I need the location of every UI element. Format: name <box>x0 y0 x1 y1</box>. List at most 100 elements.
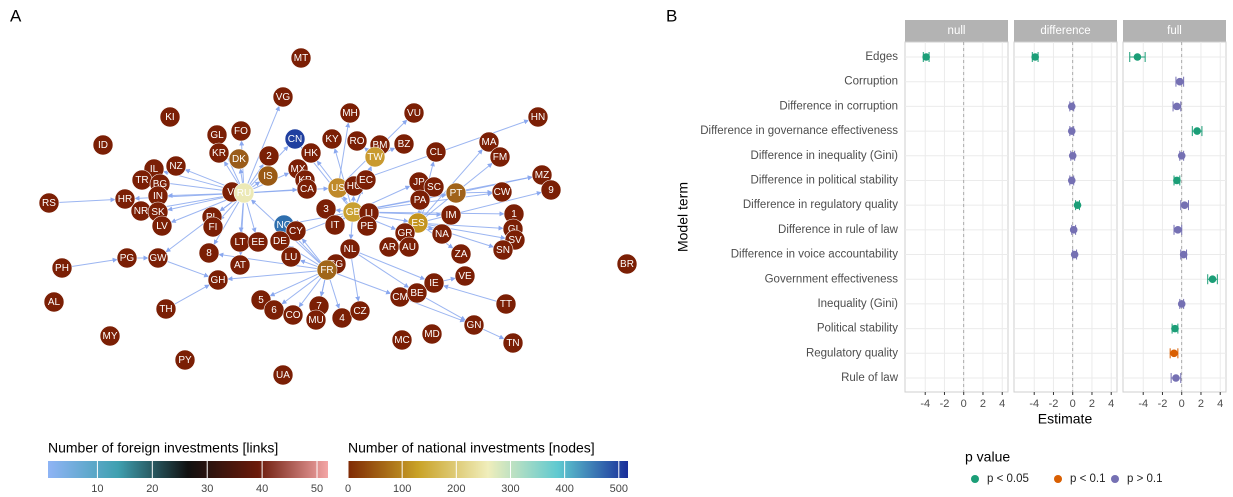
node <box>356 215 378 237</box>
y-tick-label: Difference in regulatory quality <box>743 199 898 211</box>
legend-title: p value <box>965 449 1010 465</box>
edge <box>70 257 118 268</box>
node-label: PH <box>55 263 69 274</box>
node-label: DE <box>273 236 287 247</box>
point <box>1067 127 1076 135</box>
node-label: GL <box>210 130 224 141</box>
node <box>269 230 291 252</box>
edge <box>481 328 505 340</box>
node-label: EC <box>359 175 373 186</box>
strip-label: full <box>1167 25 1182 37</box>
colorbar-tick-label: 300 <box>501 483 519 495</box>
node-label: BZ <box>398 139 411 150</box>
point <box>1133 53 1142 61</box>
edge <box>424 296 466 321</box>
node <box>409 189 431 211</box>
node-label: CN <box>288 134 302 145</box>
node <box>228 148 250 170</box>
point <box>1175 77 1184 86</box>
node <box>391 329 413 351</box>
y-tick-label: Difference in voice accountability <box>731 249 899 261</box>
point <box>1170 349 1178 358</box>
edge <box>443 284 498 302</box>
edge <box>464 189 493 195</box>
edge <box>298 276 322 308</box>
node-label: AR <box>382 242 396 253</box>
node <box>272 364 294 386</box>
edge <box>408 299 466 323</box>
point <box>1193 127 1201 135</box>
edge <box>165 198 238 253</box>
node <box>116 247 138 269</box>
node <box>165 155 187 177</box>
edge <box>348 220 354 240</box>
colorbar <box>348 461 628 478</box>
x-axis-title: Estimate <box>1038 411 1093 427</box>
y-tick-label: Edges <box>865 51 898 63</box>
edge <box>281 275 321 305</box>
y-tick-label: Corruption <box>844 76 898 88</box>
panel-label: B <box>666 6 677 25</box>
node-label: IS <box>263 171 273 182</box>
y-tick-label: Political stability <box>817 323 898 335</box>
node <box>450 243 472 265</box>
node-label: PG <box>120 253 135 264</box>
edge <box>338 122 351 180</box>
node-label: 4 <box>339 313 345 324</box>
node-label: US <box>331 183 345 194</box>
edge <box>357 253 410 288</box>
node-label: PT <box>450 188 463 199</box>
node-label: IT <box>331 220 340 231</box>
edge <box>248 163 264 186</box>
x-tick-label: -4 <box>1138 398 1148 410</box>
y-tick-label: Government effectiveness <box>765 273 899 285</box>
node <box>492 239 514 261</box>
node-label: TH <box>159 304 172 315</box>
node-label: NZ <box>169 161 182 172</box>
edge <box>173 284 210 306</box>
edge <box>246 105 280 185</box>
node <box>339 102 361 124</box>
node-label: NO <box>277 220 292 231</box>
colorbar-tick-label: 200 <box>447 483 465 495</box>
node <box>431 223 453 245</box>
node <box>229 254 251 276</box>
edge <box>319 278 326 297</box>
node <box>285 220 307 242</box>
node <box>38 192 60 214</box>
node <box>502 332 524 354</box>
node <box>489 146 511 168</box>
node-label: UA <box>276 370 290 381</box>
node <box>198 242 220 264</box>
node-label: LU <box>285 252 298 263</box>
node-label: LV <box>156 221 168 232</box>
point <box>1173 176 1181 185</box>
legend-label: p < 0.05 <box>987 473 1029 485</box>
node-label: PY <box>178 355 192 366</box>
x-tick-label: 4 <box>1217 398 1223 410</box>
edge <box>269 273 320 297</box>
point <box>1172 374 1180 382</box>
node <box>155 298 177 320</box>
node <box>540 179 562 201</box>
node <box>43 291 65 313</box>
node <box>406 282 428 304</box>
node-label: IN <box>153 191 163 202</box>
edge <box>227 270 319 282</box>
node-label: FM <box>493 152 507 163</box>
node <box>300 142 322 164</box>
node-label: TW <box>367 152 383 163</box>
point <box>922 53 930 61</box>
node-label: ZA <box>455 249 468 260</box>
node-label: 8 <box>206 248 212 259</box>
y-tick-label: Difference in political stability <box>751 174 899 186</box>
edge <box>170 195 236 223</box>
node <box>51 257 73 279</box>
node-label: KI <box>165 112 174 123</box>
panel-label: A <box>10 6 22 25</box>
node-label: 1 <box>511 209 517 220</box>
node-label: RU <box>237 188 251 199</box>
y-axis-title: Model term <box>675 182 691 252</box>
node-label: GH <box>211 275 226 286</box>
x-tick-label: 4 <box>999 398 1005 410</box>
